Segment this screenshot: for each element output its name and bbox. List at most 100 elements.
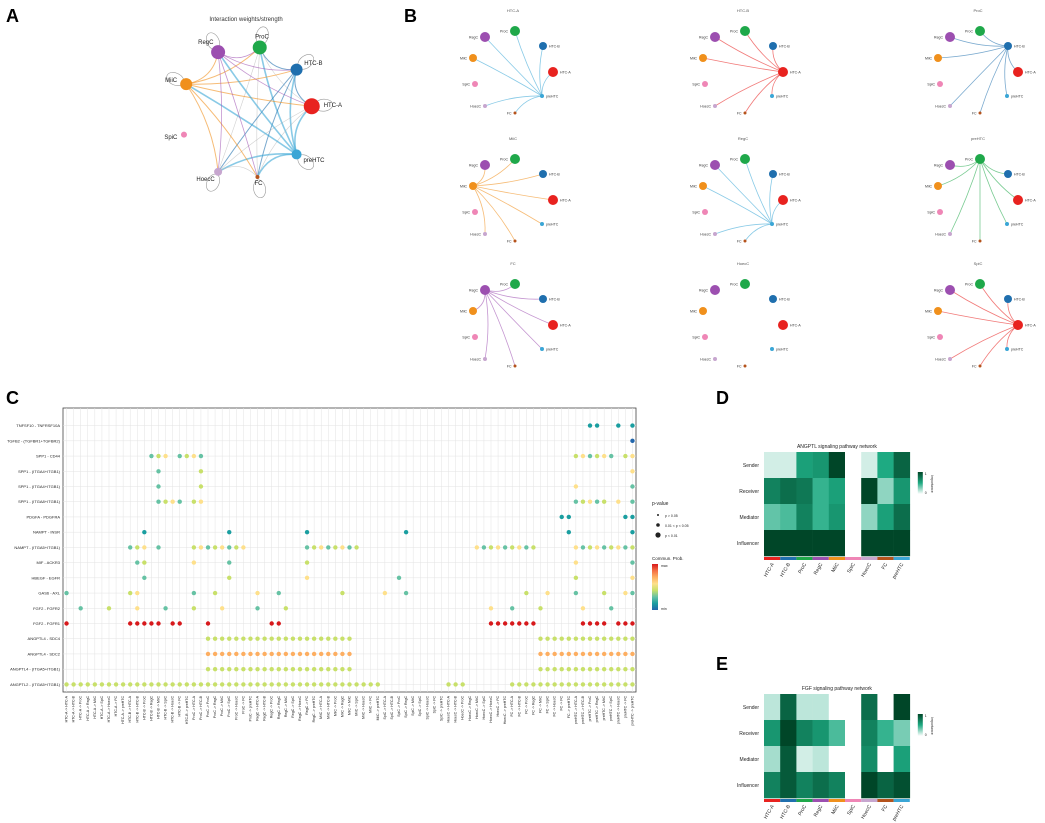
dot [340,636,345,641]
x-tick-label: MiiC -> HTC-B [326,695,330,719]
x-tick-label: SpiC -> MiiC [411,696,415,716]
dot [375,682,380,687]
dot [573,590,579,596]
network-node-label: HoecC [935,233,946,237]
x-tick-label: preHTC -> HTC-B [581,695,585,724]
network-node [469,182,477,190]
network-node [510,154,520,164]
network-node [769,42,777,50]
network-edge [186,47,261,85]
heatmap-cell [780,530,797,557]
x-tick-label: HTC-B -> preHTC [185,696,189,725]
network-node-label: ProC [730,283,738,287]
network-edge [949,158,981,235]
network-node [702,81,708,87]
y-tick-label: NAMPT - (ITGA5+ITGB1) [14,545,60,550]
dot [326,666,331,672]
network-edge [484,289,554,326]
heatmap-col-colorbar [845,799,862,802]
legend-prob-min: min [661,607,667,611]
dot [241,666,246,672]
dot [347,666,352,672]
dot [601,651,607,657]
network-node-label: HTC-B [1014,45,1025,49]
dot [630,453,635,459]
network-edge [484,289,543,350]
heatmap-cell [877,746,894,773]
network-node [1005,347,1009,351]
network-edge [484,289,489,360]
legend-pvalue-dot [655,532,661,538]
dot [262,666,267,672]
dot [566,651,571,657]
dot [276,636,281,641]
x-tick-label: RegC -> SpiC [291,696,295,718]
heatmap-cell [796,504,813,531]
dot [368,682,373,687]
heatmap-row-label: Mediator [740,757,760,763]
dot [609,682,614,687]
x-tick-label: HoecC -> FC [496,696,500,717]
heatmap-cell [796,720,813,747]
heatmap-col-label: MiiC [830,562,840,574]
dot [219,606,225,611]
dot [149,621,154,626]
dot [630,575,635,581]
network-node [180,78,193,91]
dot [262,682,267,687]
dot [333,651,338,657]
x-tick-label: HTC-A -> HTC-A [65,695,69,722]
dot [319,682,324,687]
network-node [978,364,982,368]
dot [156,484,161,489]
dot [616,499,621,504]
dot [616,545,621,550]
dot [255,590,260,596]
dot [559,666,564,672]
dot [212,651,218,657]
dot [623,666,628,672]
x-tick-label: HTC-B -> MiiC [157,696,161,719]
network-node [1004,42,1012,50]
dot [184,682,189,687]
network-edge [217,153,297,173]
heatmap-cell [780,746,797,773]
dot [531,621,536,626]
x-tick-label: MiiC -> MiiC [348,696,352,716]
network-subplot: ProC RegC ProC HTC-B HTC-A MiiC SpiC HoecC FC pre… [925,8,1036,116]
dot [128,621,133,626]
dot [92,682,98,687]
heatmap-cell [845,452,862,479]
dot [573,682,579,687]
dot [212,666,218,672]
heatmap-col-label: HoecC [860,562,873,579]
dot [269,682,274,687]
network-node [743,364,747,368]
dot [587,636,593,641]
network-node [945,160,955,170]
dot [135,621,140,626]
network-subplot: HoecC RegC ProC HTC-B HTC-A MiiC SpiC HoecC FC pr… [690,261,801,369]
panel-letter-a: A [6,6,19,26]
network-node-label: HoecC [935,105,946,109]
y-tick-label: NAMPT - INSR [33,530,60,535]
network-edge [217,52,258,178]
dot [601,666,607,672]
dot [340,682,345,687]
network-node-label: HTC-A [560,71,571,75]
x-tick-label: HTC-A -> preHTC [121,696,125,724]
dot [304,545,310,550]
network-node-label: SpiC [927,336,935,340]
network-node [740,26,750,36]
network-node-label: ProC [965,283,973,287]
network-node-label: MiiC [925,310,932,314]
network-node [1013,320,1023,330]
dot [290,636,296,641]
network-edge [769,173,774,225]
dot [545,666,550,672]
network-edge [714,71,784,107]
dot [580,651,586,657]
network-node [480,160,490,170]
heatmap-legend-min: 0 [925,491,927,495]
heatmap-cell [861,452,878,479]
